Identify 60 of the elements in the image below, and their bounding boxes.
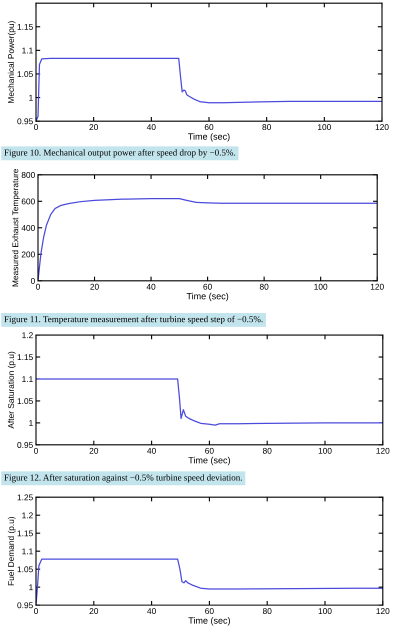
y-tick-label: 1.1	[22, 48, 33, 54]
x-tick-label: 120	[376, 608, 390, 614]
x-tick-label: 40	[146, 124, 156, 130]
y-tick-label: 0.95	[17, 602, 33, 608]
y-tick-label: 800	[22, 172, 35, 178]
x-tick-label: 100	[318, 124, 331, 130]
y-tick-label: 1.15	[18, 354, 33, 360]
x-tick-label: 120	[376, 124, 389, 130]
y-tick-label: 1.2	[22, 512, 33, 518]
x-tick-label: 20	[89, 124, 98, 130]
x-axis-title: Time (sec)	[188, 133, 230, 142]
y-axis-title: Fuel Demand (p.u)	[8, 516, 16, 586]
caption: Figure 12. After saturation against −0.5% turbine speed deviation.	[4, 474, 242, 482]
y-tick-label: 1.2	[22, 332, 33, 338]
y-tick-label: 1.05	[18, 398, 33, 404]
x-tick-label: 40	[147, 448, 156, 454]
y-tick-label: 1.15	[18, 24, 33, 30]
x-tick-label: 60	[205, 448, 214, 454]
caption: Figure 11. Temperature measurement after turbine speed step of −0.5%.	[4, 316, 263, 324]
y-tick-label: 1.15	[18, 530, 33, 536]
x-tick-label: 60	[203, 284, 212, 290]
x-tick-label: 80	[260, 284, 268, 290]
x-tick-label: 100	[314, 284, 328, 290]
y-tick-label: 1.1	[22, 548, 33, 554]
y-axis-title: Measured Exhaust Temperature	[12, 168, 20, 286]
x-tick-label: 120	[370, 284, 384, 290]
y-tick-label: 400	[22, 224, 35, 231]
x-tick-label: 60	[205, 608, 214, 614]
x-tick-label: 60	[204, 124, 214, 130]
x-axis-title: Time (sec)	[188, 617, 230, 626]
x-tick-label: 120	[376, 448, 390, 454]
x-axis-title: Time (sec)	[186, 292, 228, 302]
x-tick-label: 80	[262, 608, 272, 614]
caption: Figure 10. Mechanical output power after speed drop by −0.5%.	[4, 149, 236, 158]
x-tick-label: 0	[36, 284, 40, 290]
y-tick-label: 1.1	[22, 376, 33, 382]
y-tick-label: 1	[29, 420, 33, 426]
x-tick-label: 40	[146, 284, 156, 290]
y-tick-label: 1	[29, 584, 33, 590]
x-tick-label: 100	[318, 448, 332, 454]
x-tick-label: 40	[147, 608, 156, 614]
y-tick-label: 1.25	[18, 494, 33, 500]
y-tick-label: 0	[30, 278, 35, 284]
y-tick-label: 0.95	[17, 118, 33, 124]
line-series	[36, 378, 383, 426]
x-tick-label: 20	[90, 448, 98, 454]
y-axis-title: Mechanical Power(pu)	[8, 21, 16, 103]
y-axis-title: After Saturation (p.u)	[8, 352, 16, 429]
x-tick-label: 100	[318, 608, 332, 614]
y-tick-label: 1.05	[18, 566, 33, 572]
y-tick-label: 200	[22, 251, 35, 258]
x-tick-label: 80	[262, 448, 272, 454]
x-tick-label: 20	[90, 284, 99, 290]
x-axis-title: Time (sec)	[188, 456, 230, 466]
y-tick-label: 1.05	[18, 71, 33, 78]
x-tick-label: 20	[90, 608, 98, 614]
y-tick-label: 600	[22, 198, 35, 204]
y-tick-label: 1	[29, 94, 33, 101]
x-tick-label: 80	[262, 124, 271, 130]
y-tick-label: 0.95	[17, 442, 33, 448]
